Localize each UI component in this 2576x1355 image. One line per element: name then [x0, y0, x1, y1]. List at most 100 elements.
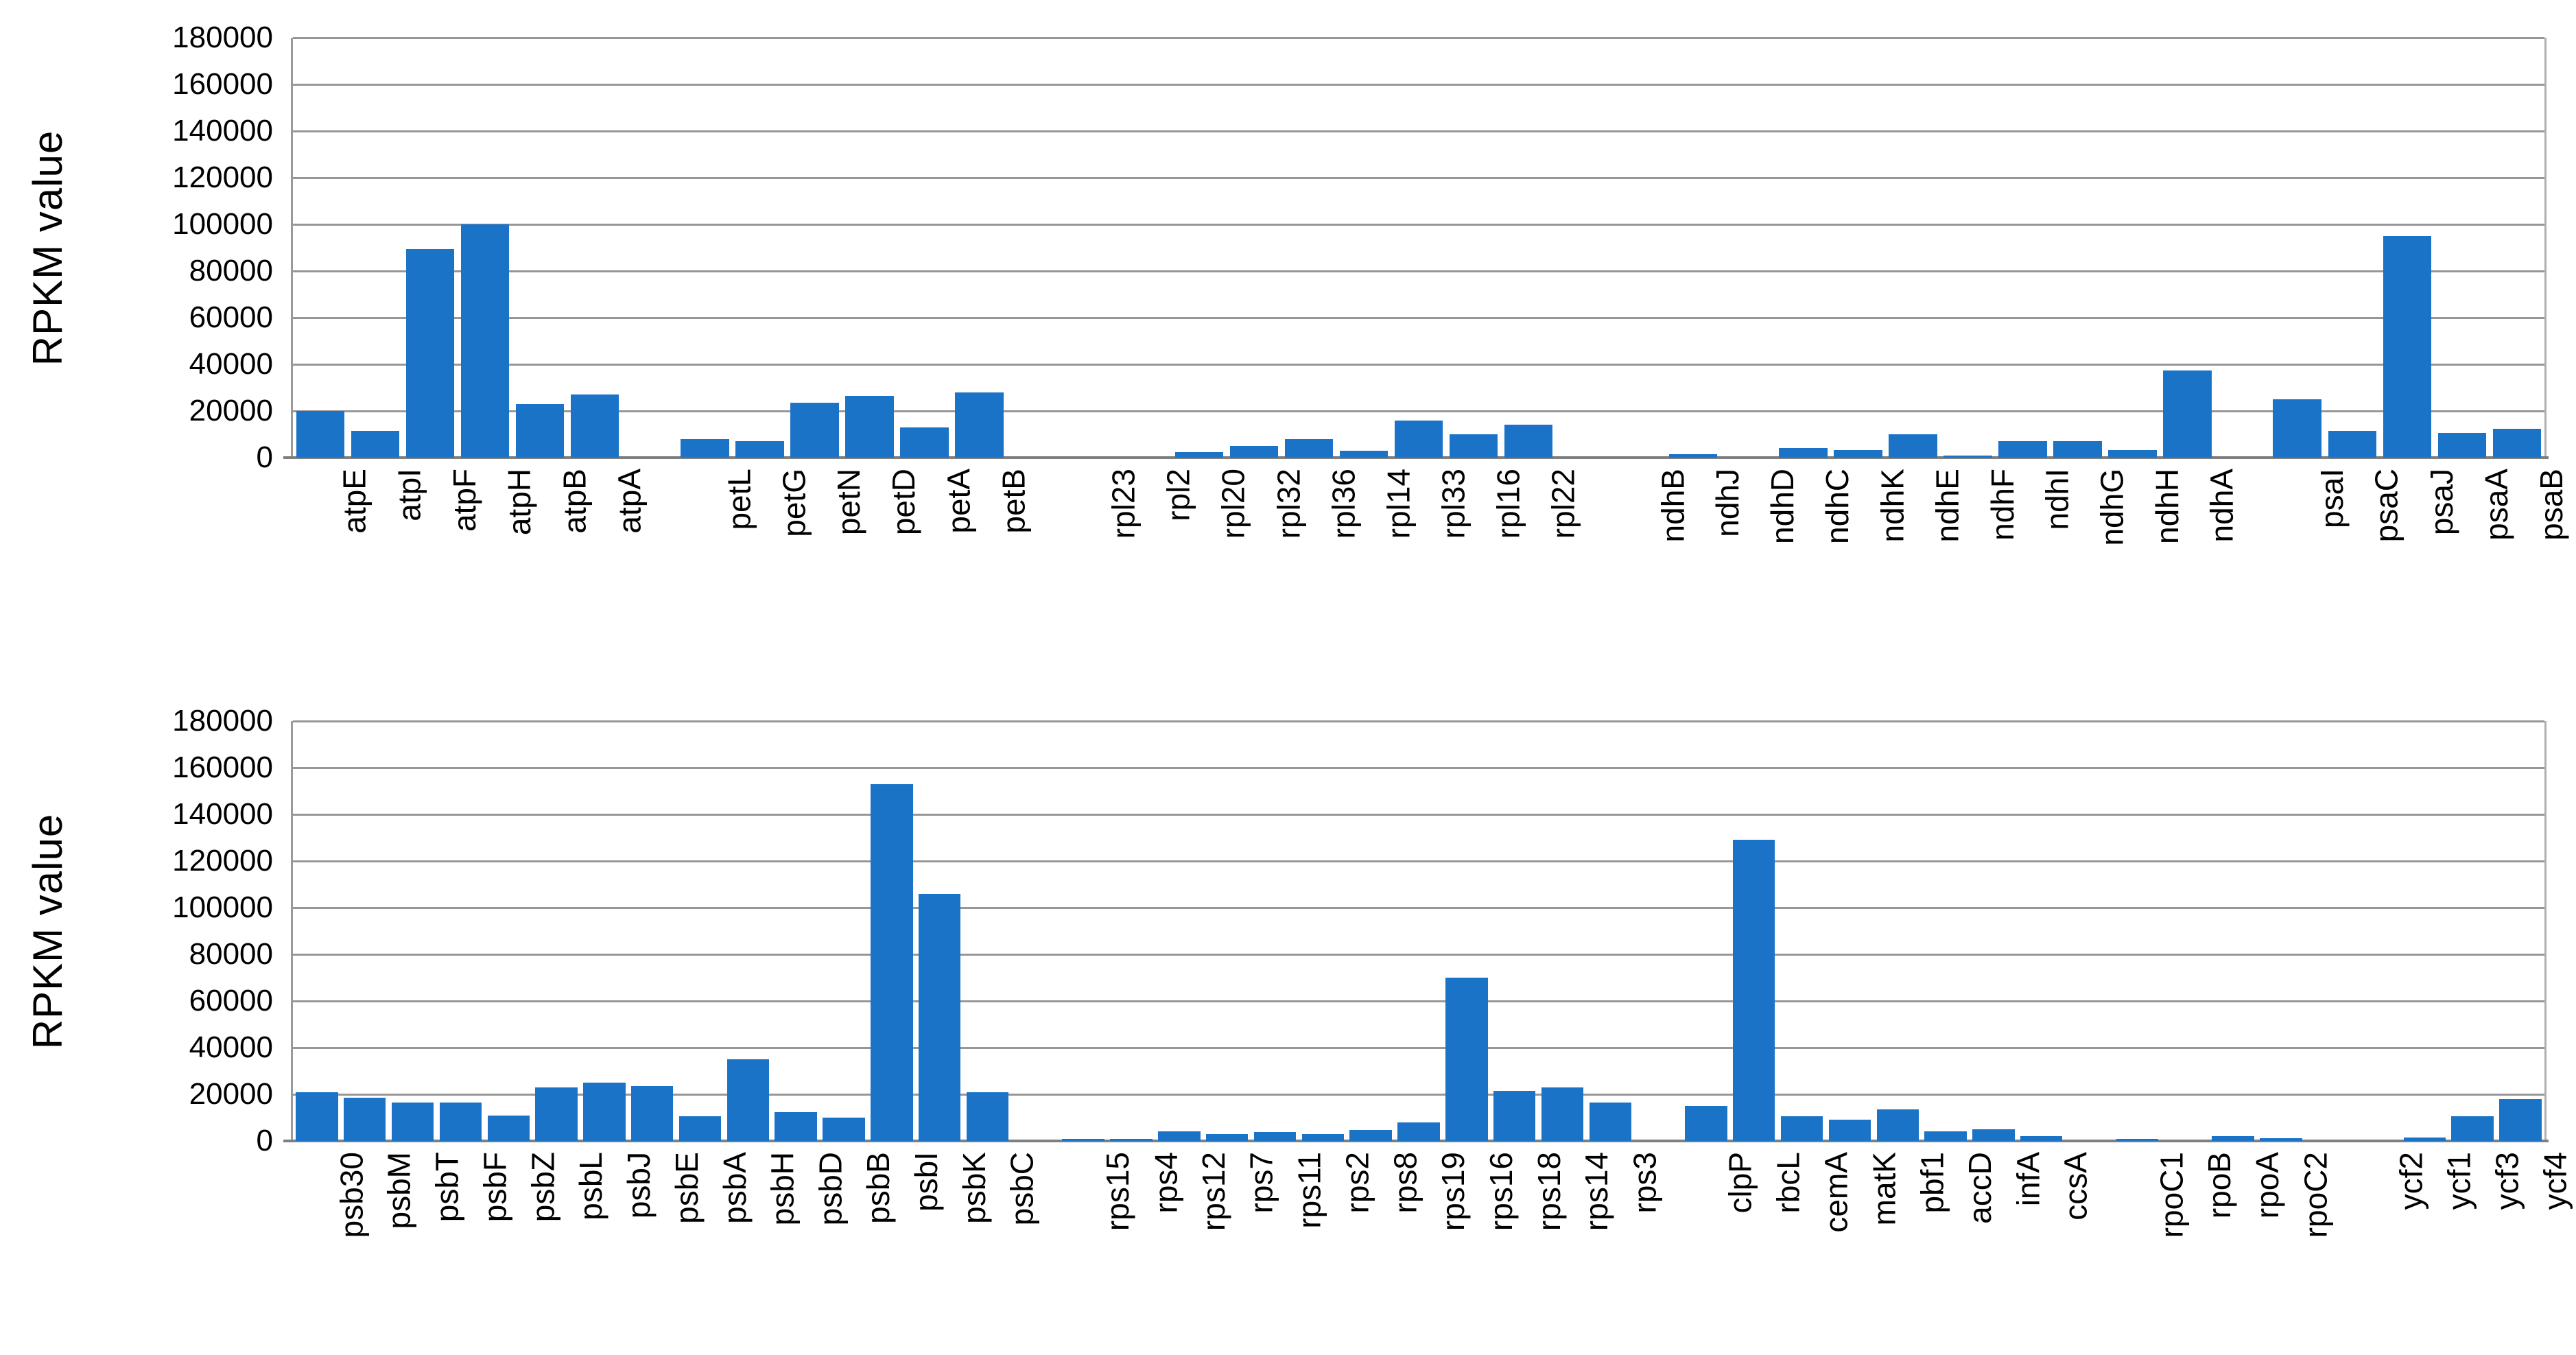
x-label-ndhK: ndhK [1874, 469, 1911, 543]
group-spacer [1556, 38, 1611, 458]
x-label-pbf1: pbf1 [1914, 1152, 1950, 1214]
bar-slot-ndhD: ndhD [1721, 38, 1800, 544]
gridline [293, 410, 2544, 412]
x-label-psbB: psbB [860, 1152, 897, 1224]
bar-psbA [678, 1116, 722, 1141]
x-label-psbK: psbK [956, 1152, 992, 1224]
bar-slot-ndhI: ndhI [1995, 38, 2075, 530]
y-tick-label: 80000 [189, 937, 273, 971]
bar-slot-ycf4: ycf4 [2496, 721, 2573, 1210]
bar-slot-ndhB: ndhB [1611, 38, 1690, 542]
bar-rpl36 [1284, 438, 1334, 458]
chart-top: RPKM value atpE atpI atpF atpH atpB atpA petL p… [0, 0, 2576, 676]
bar-slot-psaB: psaB [2490, 38, 2569, 541]
group-spacer [2305, 721, 2353, 1141]
gridline [293, 270, 2544, 272]
gridline [293, 1093, 2544, 1096]
group-spacer [1011, 721, 1059, 1141]
bar-slot-psbB: psbB [820, 721, 896, 1224]
x-label-rps7: rps7 [1243, 1152, 1279, 1214]
y-tick-label: 100000 [172, 207, 273, 241]
bar-slot-matK: matK [1826, 721, 1902, 1225]
gridline [293, 316, 2544, 319]
x-label-petL: petL [721, 469, 757, 530]
x-label-rpl20: rpl20 [1215, 469, 1251, 539]
bar-slot-atpI: atpI [348, 38, 427, 521]
bar-slot-psbJ: psbJ [580, 721, 657, 1218]
bar-slot-petA: petA [897, 38, 977, 534]
bar-psbK [918, 893, 961, 1141]
bar-ccsA [2020, 1136, 2063, 1141]
bar-rps3 [1589, 1102, 1631, 1141]
bar-slot-psbK: psbK [916, 721, 992, 1224]
bar-slot-ndhA: ndhA [2160, 38, 2240, 542]
bar-slot-rpl2: rpl2 [1117, 38, 1196, 521]
bar-psbC [966, 1092, 1009, 1141]
bar-slot-psbL: psbL [532, 721, 608, 1221]
gridline [293, 37, 2544, 39]
bar-psbH [726, 1059, 770, 1141]
bar-psbJ [583, 1083, 626, 1141]
bar-petB [955, 392, 1004, 458]
bar-slot-rpl16: rpl16 [1446, 38, 1526, 539]
x-label-rps11: rps11 [1291, 1152, 1327, 1229]
bar-rbcL [1733, 840, 1775, 1141]
bar-ycf3 [2451, 1116, 2494, 1141]
bar-rps4 [1110, 1138, 1153, 1141]
x-label-ndhE: ndhE [1929, 469, 1965, 543]
bar-rps12 [1158, 1131, 1201, 1141]
y-tick-label: 100000 [172, 891, 273, 924]
x-label-infA: infA [2009, 1152, 2046, 1207]
x-label-ndhB: ndhB [1655, 469, 1691, 543]
y-tick-label: 20000 [189, 394, 273, 427]
bar-petD [845, 395, 894, 458]
bar-slot-rpl20: rpl20 [1172, 38, 1251, 539]
x-label-ycf1: ycf1 [2441, 1152, 2477, 1210]
group-spacer [2066, 721, 2114, 1141]
bar-rps8 [1349, 1129, 1392, 1141]
bar-psb30 [296, 1092, 338, 1141]
bar-slot-atpB: atpB [512, 38, 592, 534]
gridline [293, 1000, 2544, 1002]
gridline [293, 364, 2544, 366]
bar-rpoC2 [2260, 1138, 2302, 1141]
bar-psaC [2328, 430, 2376, 458]
y-tick-label: 40000 [189, 1030, 273, 1064]
bar-ycf1 [2403, 1137, 2446, 1141]
x-label-ndhC: ndhC [1819, 469, 1856, 544]
bar-slot-psbF: psbF [436, 721, 512, 1222]
bar-slot-rpl32: rpl32 [1227, 38, 1306, 539]
plot-area-top: atpE atpI atpF atpH atpB atpA petL petG petN petD… [283, 37, 2569, 546]
bar-ndhE [1889, 434, 1937, 458]
bar-slot-petL: petL [677, 38, 757, 530]
bar-slot-ndhG: ndhG [2051, 38, 2130, 546]
bar-slot-accD: accD [1922, 721, 1998, 1224]
bar-slot-psbH: psbH [724, 721, 800, 1225]
bar-slot-rps4: rps4 [1107, 721, 1183, 1213]
x-label-matK: matK [1866, 1152, 1902, 1226]
gridline [293, 954, 2544, 956]
x-label-psbA: psbA [716, 1152, 753, 1224]
x-label-ycf3: ycf3 [2489, 1152, 2525, 1210]
bar-atpB [515, 403, 565, 458]
bar-psbF [439, 1102, 482, 1141]
x-label-psaB: psaB [2533, 469, 2569, 541]
bar-ndhG [2053, 441, 2102, 458]
x-label-ndhD: ndhD [1764, 469, 1801, 544]
x-label-psaA: psaA [2478, 469, 2514, 541]
group-spacer [1634, 721, 1682, 1141]
x-label-rps8: rps8 [1387, 1152, 1423, 1214]
x-label-petA: petA [941, 469, 977, 534]
gridline [293, 860, 2544, 862]
plot-area-bottom: psb30 psbM psbT psbF psbZ psbL psbJ psbE psbA psb… [283, 720, 2573, 1238]
x-label-rpoB: rpoB [2201, 1152, 2238, 1219]
x-label-rpoC1: rpoC1 [2153, 1152, 2190, 1238]
bar-slot-petD: petD [842, 38, 922, 535]
bar-infA [1972, 1129, 2015, 1141]
bar-rpl16 [1449, 434, 1498, 458]
bar-ndhH [2108, 449, 2157, 458]
bar-slot-rps19: rps19 [1395, 721, 1471, 1231]
bar-psbZ [487, 1115, 530, 1141]
gridline [293, 130, 2544, 132]
x-label-psbT: psbT [429, 1152, 465, 1223]
